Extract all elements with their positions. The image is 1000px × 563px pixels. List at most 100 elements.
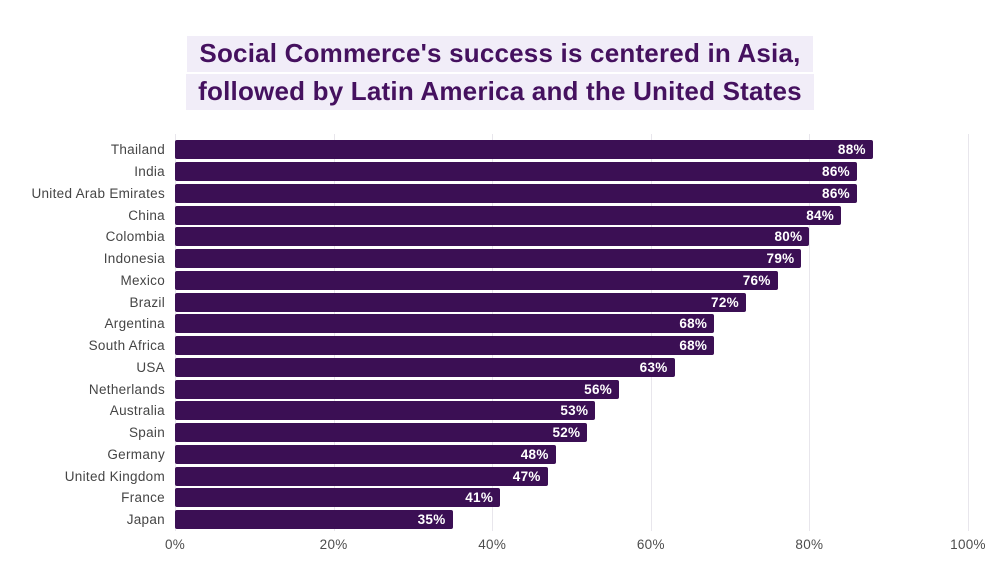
bar-track: 86% (175, 183, 968, 203)
bar-track: 84% (175, 205, 968, 225)
bar-track: 56% (175, 379, 968, 399)
chart-row: USA 63% (0, 357, 968, 379)
value-label: 84% (806, 207, 835, 223)
category-label: Japan (126, 512, 165, 528)
bar: 84% (175, 205, 842, 225)
category-label: Brazil (129, 294, 165, 310)
bar-track: 63% (175, 357, 968, 377)
value-label: 56% (584, 381, 613, 397)
bar-track: 52% (175, 423, 968, 443)
value-label: 48% (520, 446, 549, 462)
bar-track: 47% (175, 466, 968, 486)
x-axis-tick-label: 100% (950, 537, 986, 552)
bar-track: 76% (175, 270, 968, 290)
chart-row: Australia 53% (0, 400, 968, 422)
bar: 88% (175, 140, 873, 160)
bar-track: 68% (175, 336, 968, 356)
bar: 68% (175, 336, 715, 356)
bar-track: 48% (175, 444, 968, 464)
chart-title-line-2-text: followed by Latin America and the United… (186, 74, 814, 110)
chart-row: United Arab Emirates 86% (0, 183, 968, 205)
category-label: United Arab Emirates (31, 185, 165, 201)
value-label: 47% (512, 468, 541, 484)
chart-row: Colombia 80% (0, 226, 968, 248)
category-label: Colombia (105, 229, 165, 245)
chart-row: China 84% (0, 204, 968, 226)
value-label: 41% (465, 490, 494, 506)
chart-rows: Thailand 88% India 86% United Arab Emirates 8… (0, 139, 968, 531)
chart-row: Germany 48% (0, 444, 968, 466)
category-label: Australia (109, 403, 165, 419)
category-label: USA (136, 359, 165, 375)
chart-row: Argentina 68% (0, 313, 968, 335)
category-label: South Africa (88, 338, 165, 354)
value-label: 68% (679, 316, 708, 332)
bar-track: 80% (175, 227, 968, 247)
x-axis-tick-label: 80% (795, 537, 824, 552)
category-label: United Kingdom (64, 468, 165, 484)
chart-row: Thailand 88% (0, 139, 968, 161)
chart-row: France 41% (0, 487, 968, 509)
chart-title-line-1: Social Commerce's success is centered in… (0, 36, 1000, 74)
category-label: France (121, 490, 165, 506)
bar: 86% (175, 162, 857, 182)
chart-row: Mexico 76% (0, 270, 968, 292)
bar: 86% (175, 183, 857, 203)
category-label: Netherlands (88, 381, 165, 397)
bar: 35% (175, 510, 453, 530)
bar: 47% (175, 466, 548, 486)
bar-track: 68% (175, 314, 968, 334)
category-label: Spain (128, 425, 165, 441)
bar: 80% (175, 227, 810, 247)
category-label: Mexico (120, 272, 165, 288)
bar-track: 53% (175, 401, 968, 421)
bar: 53% (175, 401, 596, 421)
bar: 79% (175, 249, 802, 269)
value-label: 80% (774, 229, 803, 245)
gridline (968, 134, 969, 531)
bar: 68% (175, 314, 715, 334)
chart-row: Spain 52% (0, 422, 968, 444)
x-axis-tick-label: 20% (319, 537, 348, 552)
x-axis-tick-label: 40% (478, 537, 507, 552)
x-axis-tick-label: 60% (636, 537, 665, 552)
value-label: 68% (679, 338, 708, 354)
category-label: China (128, 207, 165, 223)
x-axis-tick-label: 0% (164, 537, 186, 552)
chart-row: Indonesia 79% (0, 248, 968, 270)
value-label: 35% (417, 512, 446, 528)
chart-row: Brazil 72% (0, 291, 968, 313)
bar-track: 41% (175, 488, 968, 508)
bar-track: 88% (175, 140, 968, 160)
bar: 72% (175, 292, 746, 312)
bar-track: 86% (175, 162, 968, 182)
chart-row: United Kingdom 47% (0, 465, 968, 487)
bar: 52% (175, 423, 588, 443)
bar: 63% (175, 357, 675, 377)
bar: 41% (175, 488, 501, 508)
chart-title: Social Commerce's success is centered in… (0, 36, 1000, 112)
chart-row: Japan 35% (0, 509, 968, 531)
bar: 48% (175, 444, 556, 464)
chart-row: India 86% (0, 161, 968, 183)
category-label: Argentina (104, 316, 165, 332)
gridline (809, 134, 811, 531)
bar-track: 79% (175, 249, 968, 269)
x-axis: 0% 20% 40% 60% 80% 100% (165, 537, 986, 557)
bar: 56% (175, 379, 620, 399)
category-label: Thailand (110, 142, 165, 158)
category-label: India (134, 164, 165, 180)
category-label: Indonesia (103, 251, 165, 267)
value-label: 76% (742, 272, 771, 288)
value-label: 63% (639, 359, 668, 375)
value-label: 88% (837, 142, 866, 158)
chart-row: South Africa 68% (0, 335, 968, 357)
chart-row: Netherlands 56% (0, 378, 968, 400)
bar: 76% (175, 270, 778, 290)
value-label: 86% (822, 164, 850, 180)
value-label: 53% (560, 403, 589, 419)
chart-title-line-2: followed by Latin America and the United… (0, 74, 1000, 112)
chart-title-line-1-text: Social Commerce's success is centered in… (187, 36, 813, 72)
value-label: 86% (822, 185, 850, 201)
value-label: 72% (711, 294, 739, 310)
